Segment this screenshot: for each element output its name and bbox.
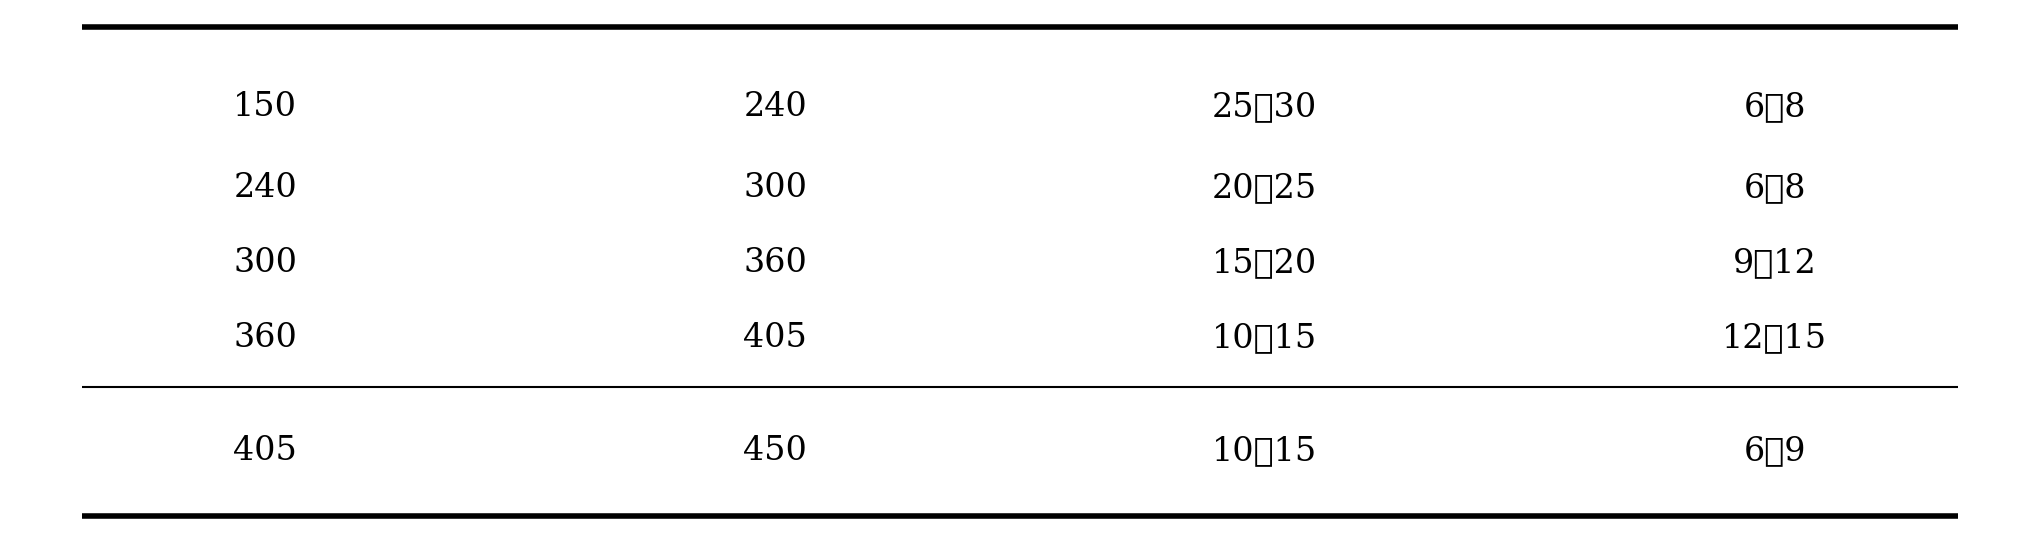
Text: 25～30: 25～30 xyxy=(1211,91,1317,124)
Text: 10～15: 10～15 xyxy=(1211,322,1317,354)
Text: 240: 240 xyxy=(232,172,298,204)
Text: 12～15: 12～15 xyxy=(1721,322,1827,354)
Text: 10～15: 10～15 xyxy=(1211,435,1317,467)
Text: 6～8: 6～8 xyxy=(1743,172,1805,204)
Text: 300: 300 xyxy=(742,172,807,204)
Text: 300: 300 xyxy=(232,247,298,279)
Text: 6～8: 6～8 xyxy=(1743,91,1805,124)
Text: 360: 360 xyxy=(742,247,807,279)
Text: 15～20: 15～20 xyxy=(1211,247,1317,279)
Text: 20～25: 20～25 xyxy=(1211,172,1317,204)
Text: 240: 240 xyxy=(742,91,807,124)
Text: 6～9: 6～9 xyxy=(1743,435,1805,467)
Text: 9～12: 9～12 xyxy=(1731,247,1817,279)
Text: 450: 450 xyxy=(742,435,807,467)
Text: 360: 360 xyxy=(232,322,298,354)
Text: 405: 405 xyxy=(232,435,298,467)
Text: 150: 150 xyxy=(232,91,298,124)
Text: 405: 405 xyxy=(742,322,807,354)
